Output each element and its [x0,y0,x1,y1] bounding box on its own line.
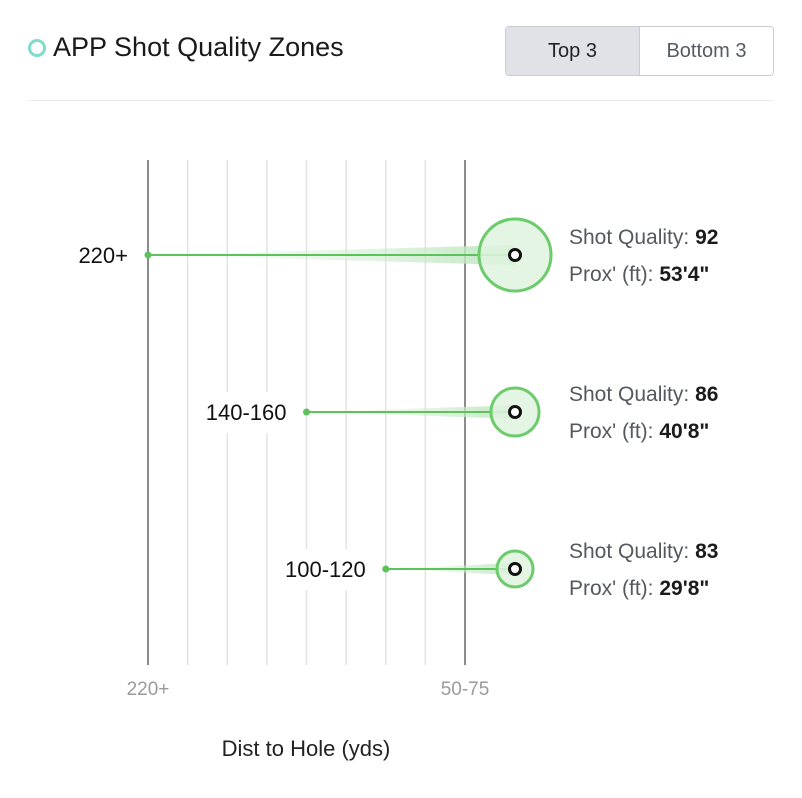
proximity-text: Prox' (ft): 29'8" [569,577,709,600]
proximity-label: Prox' (ft): [569,577,659,600]
shot-quality-text: Shot Quality: 86 [569,383,718,406]
header-divider [28,100,774,101]
shot-quality-label: Shot Quality: [569,540,695,563]
category-label: 140-160 [206,400,287,425]
target-marker [508,562,522,576]
category-label: 100-120 [285,557,366,582]
bottom-3-button[interactable]: Bottom 3 [640,27,773,75]
category-label-background [195,392,297,433]
proximity-value: 29'8" [659,577,709,600]
x-axis-title: Dist to Hole (yds) [222,736,391,761]
x-tick-label-right: 50-75 [441,679,490,700]
shot-quality-text: Shot Quality: 83 [569,540,718,563]
proximity-value: 53'4" [659,263,709,286]
shot-quality-value: 83 [695,540,718,563]
proximity-value: 40'8" [659,420,709,443]
shot-quality-value: 92 [695,226,718,249]
category-label: 220+ [78,243,128,268]
proximity-label: Prox' (ft): [569,420,659,443]
shot-quality-text: Shot Quality: 92 [569,226,718,249]
page-title: APP Shot Quality Zones [53,32,344,62]
zone-start-dot [303,408,310,416]
target-marker [508,248,522,262]
shot-quality-label: Shot Quality: [569,226,695,249]
zone-start-dot [144,251,152,259]
circle-outline-icon [28,39,46,57]
chart-header: APP Shot Quality Zones Top 3 Bottom 3 [28,22,774,78]
category-label-background [68,235,138,276]
top-3-button[interactable]: Top 3 [506,27,640,75]
shot-quality-label: Shot Quality: [569,383,695,406]
shot-quality-value: 86 [695,383,718,406]
x-tick-label-left: 220+ [127,679,170,700]
target-marker [508,405,522,419]
proximity-text: Prox' (ft): 40'8" [569,420,709,443]
top-bottom-toggle[interactable]: Top 3 Bottom 3 [505,26,774,76]
proximity-text: Prox' (ft): 53'4" [569,263,709,286]
category-label-background [275,549,376,590]
zone-start-dot [382,565,390,573]
proximity-label: Prox' (ft): [569,263,659,286]
